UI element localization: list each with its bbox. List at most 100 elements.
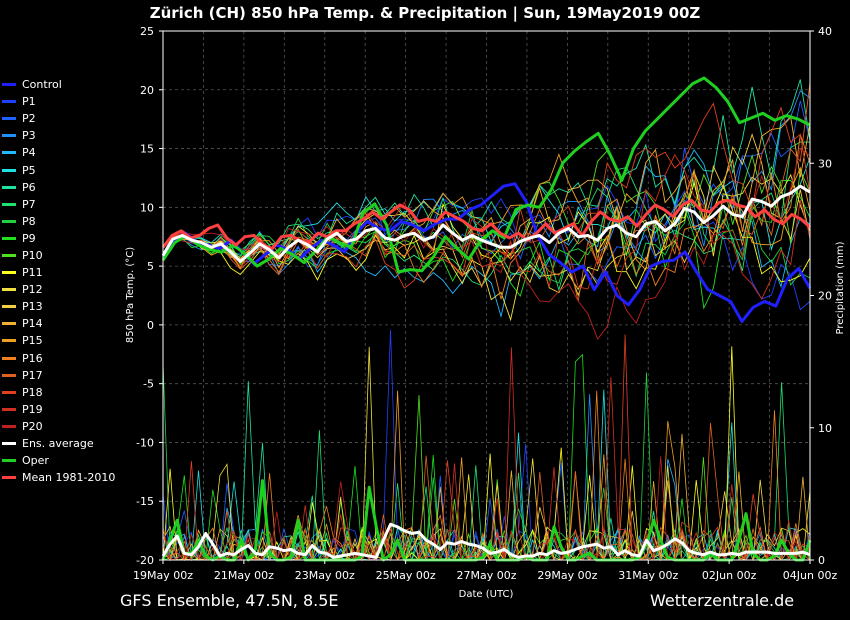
y-tick-label: -5 — [143, 378, 154, 391]
y2-tick-label: 0 — [818, 554, 825, 567]
ens-average-temp-line — [161, 184, 811, 263]
chart-title: Zürich (CH) 850 hPa Temp. & Precipitatio… — [149, 4, 701, 22]
legend-swatch — [2, 288, 16, 292]
y-tick-label: 20 — [140, 84, 154, 97]
legend-swatch — [2, 305, 16, 309]
legend-label: P15 — [22, 334, 43, 348]
legend-item: P14 — [2, 315, 115, 332]
y2-axis-label: Precipitation (mm) — [835, 241, 846, 334]
legend-label: P14 — [22, 317, 43, 331]
legend-label: P13 — [22, 300, 43, 314]
y-axis-label: 850 hPa Temp. (°C) — [125, 247, 136, 343]
legend-label: Mean 1981-2010 — [22, 471, 116, 485]
y-tick-label: 25 — [140, 25, 154, 38]
y-tick-label: -15 — [136, 495, 154, 508]
legend-item: P10 — [2, 247, 115, 264]
legend-item: P11 — [2, 264, 115, 281]
legend-label: Control — [22, 78, 62, 92]
site-name: Wetterzentrale.de — [650, 591, 795, 610]
grid — [163, 30, 810, 561]
legend-label: P11 — [22, 266, 43, 280]
oper-temp-line — [161, 76, 811, 274]
y-tick-label: 5 — [147, 260, 154, 273]
legend-swatch — [2, 442, 16, 446]
legend-item: P12 — [2, 281, 115, 298]
legend-swatch — [2, 459, 16, 463]
x-tick-label: 29May 00z — [537, 569, 597, 582]
member-temp-line — [162, 141, 811, 292]
legend-label: P16 — [22, 351, 43, 365]
legend-label: P4 — [22, 146, 36, 160]
legend-label: P9 — [22, 231, 36, 245]
x-tick-label: 25May 00z — [376, 569, 436, 582]
legend-item: P15 — [2, 332, 115, 349]
legend-label: P8 — [22, 214, 36, 228]
member-temp-line — [162, 134, 811, 300]
legend-item: P4 — [2, 144, 115, 161]
climate-mean-line — [161, 198, 812, 250]
legend-label: P5 — [22, 163, 36, 177]
y-tick-label: 0 — [147, 319, 154, 332]
x-tick-label: 31May 00z — [618, 569, 678, 582]
ens-average-precip-line — [161, 522, 811, 559]
model-info: GFS Ensemble, 47.5N, 8.5E — [120, 591, 339, 610]
y-tick-label: -10 — [136, 436, 154, 449]
legend-label: Ens. average — [22, 437, 94, 451]
legend-item: P19 — [2, 401, 115, 418]
legend-swatch — [2, 236, 16, 240]
legend-label: P19 — [22, 402, 43, 416]
legend-swatch — [2, 373, 16, 377]
legend-label: P17 — [22, 368, 43, 382]
legend-item: P18 — [2, 384, 115, 401]
legend-label: P20 — [22, 419, 43, 433]
legend-item: P13 — [2, 298, 115, 315]
x-tick-label: 19May 00z — [133, 569, 193, 582]
y-tick-label: 15 — [140, 143, 154, 156]
legend-swatch — [2, 151, 16, 155]
highlight-series — [161, 76, 812, 562]
legend-label: P10 — [22, 248, 43, 262]
legend-swatch — [2, 339, 16, 343]
y2-tick-label: 20 — [818, 290, 832, 303]
legend-swatch — [2, 390, 16, 394]
y-tick-label: 10 — [140, 201, 154, 214]
legend-swatch — [2, 168, 16, 172]
legend-swatch — [2, 100, 16, 104]
member-temp-line — [162, 100, 811, 283]
y-axis-left: -20 -15 -10 -5 0 5 10 15 20 25 — [136, 25, 163, 567]
legend-item: P5 — [2, 161, 115, 178]
legend-swatch — [2, 185, 16, 189]
legend-swatch — [2, 253, 16, 257]
legend-item: P3 — [2, 127, 115, 144]
legend-label: Oper — [22, 454, 49, 468]
legend-swatch — [2, 322, 16, 326]
legend-label: P18 — [22, 385, 43, 399]
x-tick-label: 27May 00z — [456, 569, 516, 582]
legend-swatch — [2, 356, 16, 360]
legend-swatch — [2, 407, 16, 411]
x-tick-label: 21May 00z — [214, 569, 274, 582]
y-axis-right: 0 10 20 30 40 — [810, 25, 832, 567]
legend-swatch — [2, 202, 16, 206]
x-tick-label: 23May 00z — [295, 569, 355, 582]
legend-item: P7 — [2, 196, 115, 213]
legend-label: P7 — [22, 197, 36, 211]
y2-tick-label: 30 — [818, 157, 832, 170]
legend-label: P2 — [22, 112, 36, 126]
legend-swatch — [2, 134, 16, 138]
legend-item: Oper — [2, 452, 115, 469]
legend-swatch — [2, 117, 16, 121]
x-tick-label: 04Jun 00z — [783, 569, 838, 582]
legend-label: P3 — [22, 129, 36, 143]
legend-item: P20 — [2, 418, 115, 435]
x-tick-label: 02Jun 00z — [702, 569, 757, 582]
legend-item: P6 — [2, 179, 115, 196]
legend: Control P1 P2 P3 P4 P5 P6 P7 P8 P9 P10 P11 P12 P13 P14… — [2, 76, 115, 486]
y2-tick-label: 10 — [818, 422, 832, 435]
legend-item: P1 — [2, 93, 115, 110]
x-axis-label: Date (UTC) — [459, 589, 514, 600]
member-temp-line — [162, 82, 811, 302]
legend-swatch — [2, 271, 16, 275]
legend-swatch — [2, 476, 16, 480]
